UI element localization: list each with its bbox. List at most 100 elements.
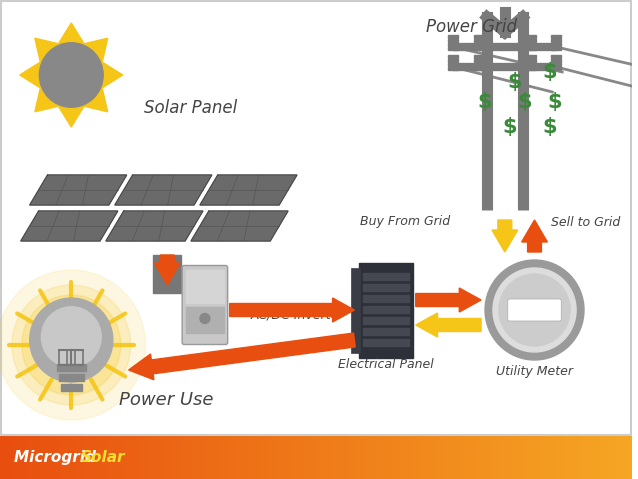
Bar [551, 63, 561, 66]
Bar [526, 35, 535, 38]
Bar [404, 436, 406, 479]
Text: Power Use: Power Use [119, 391, 213, 409]
Text: Buy From Grid: Buy From Grid [360, 216, 450, 228]
Bar [591, 436, 593, 479]
Bar [293, 436, 295, 479]
Bar [612, 436, 614, 479]
Bar [101, 436, 103, 479]
Bar [514, 436, 516, 479]
Bar [551, 35, 561, 38]
Bar [526, 67, 535, 70]
Bar [588, 436, 590, 479]
Bar [329, 436, 330, 479]
Bar [248, 436, 251, 479]
Text: Electrical Panel: Electrical Panel [338, 358, 434, 372]
Bar [13, 436, 15, 479]
Bar [322, 436, 324, 479]
Bar [186, 270, 224, 303]
Bar [478, 436, 480, 479]
Bar [429, 436, 431, 479]
Bar [551, 47, 561, 50]
Bar [530, 436, 533, 479]
Polygon shape [191, 211, 288, 241]
Bar [368, 436, 371, 479]
Bar [149, 436, 152, 479]
Bar [507, 436, 509, 479]
Bar [459, 436, 461, 479]
Bar [341, 436, 343, 479]
Bar [38, 436, 40, 479]
Bar [112, 436, 114, 479]
Bar [234, 436, 236, 479]
Bar [543, 436, 545, 479]
Bar [52, 436, 55, 479]
Bar [410, 436, 413, 479]
Bar [209, 436, 211, 479]
Bar [202, 436, 204, 479]
Bar [362, 436, 364, 479]
Bar [593, 436, 596, 479]
Bar [575, 436, 577, 479]
Bar [363, 295, 410, 301]
Bar [94, 436, 97, 479]
Bar [332, 436, 335, 479]
Bar [512, 436, 514, 479]
Bar [223, 436, 225, 479]
Bar [516, 436, 518, 479]
Bar [476, 436, 478, 479]
Bar [551, 39, 561, 42]
Bar [167, 436, 168, 479]
Bar [417, 436, 419, 479]
Text: $: $ [542, 62, 556, 82]
Bar [65, 436, 68, 479]
Bar [526, 43, 535, 46]
Bar [61, 436, 63, 479]
Bar [526, 436, 528, 479]
Bar [168, 436, 170, 479]
Bar [339, 436, 341, 479]
Bar [537, 436, 539, 479]
Bar [440, 436, 442, 479]
Bar [326, 436, 329, 479]
Bar [526, 47, 535, 50]
Polygon shape [200, 175, 297, 205]
Bar [221, 436, 223, 479]
Circle shape [200, 313, 210, 323]
Bar [232, 436, 234, 479]
Bar [509, 436, 512, 479]
Bar [524, 436, 526, 479]
Bar [554, 436, 556, 479]
Bar [474, 67, 484, 70]
Bar [288, 436, 290, 479]
Bar [385, 436, 387, 479]
Bar [21, 436, 23, 479]
Bar [541, 436, 543, 479]
Bar [572, 436, 575, 479]
Bar [474, 55, 484, 58]
Bar [533, 436, 535, 479]
Bar [579, 436, 581, 479]
Bar [63, 436, 65, 479]
Bar [449, 47, 458, 50]
Bar [455, 436, 457, 479]
Bar [545, 436, 547, 479]
Bar [449, 43, 458, 46]
Bar [467, 436, 470, 479]
Bar [173, 436, 175, 479]
Bar [309, 436, 311, 479]
Bar [177, 436, 179, 479]
Bar [261, 436, 263, 479]
Bar [314, 436, 316, 479]
Bar [619, 436, 621, 479]
Bar [251, 436, 253, 479]
Bar [352, 436, 353, 479]
Bar [42, 436, 44, 479]
Bar [345, 436, 347, 479]
Bar [396, 436, 398, 479]
Bar [80, 436, 82, 479]
Text: $: $ [507, 72, 522, 92]
Bar [526, 63, 535, 66]
Bar [217, 436, 219, 479]
Bar [389, 436, 392, 479]
Bar [363, 328, 410, 334]
